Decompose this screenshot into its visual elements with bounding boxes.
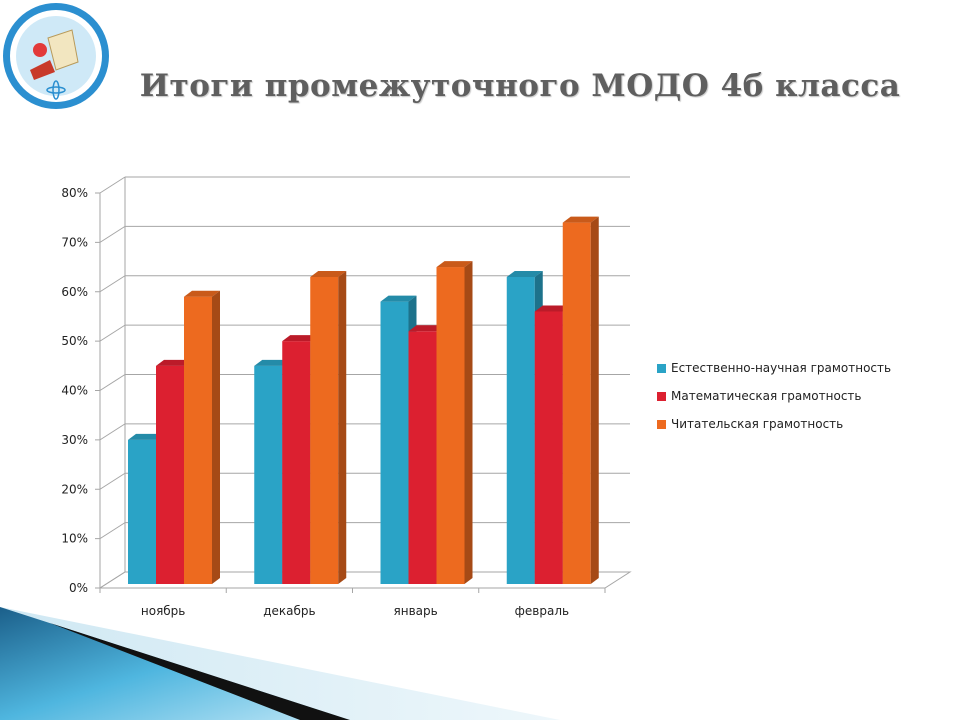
- legend-item-science: Естественно-научная грамотность: [657, 354, 891, 382]
- y-tick-label: 30%: [61, 433, 88, 447]
- bar-top: [184, 290, 220, 297]
- y-tick-label: 80%: [61, 186, 88, 200]
- bar-front: [310, 276, 339, 584]
- bar-front: [184, 296, 212, 584]
- chart-legend: Естественно-научная грамотность Математи…: [657, 354, 891, 438]
- bar: [562, 216, 599, 584]
- y-tick-label: 70%: [61, 235, 88, 249]
- gridline-side: [99, 176, 126, 194]
- y-tick-label: 10%: [61, 532, 88, 546]
- bar-top: [436, 261, 473, 268]
- bar-front: [282, 341, 311, 584]
- gridline-side: [99, 472, 126, 490]
- bar-front: [408, 331, 437, 584]
- gridline-side: [99, 423, 126, 441]
- bar-front: [156, 365, 184, 584]
- bar-side: [464, 261, 473, 584]
- y-tick-label: 20%: [61, 482, 88, 496]
- bar-top: [128, 433, 164, 440]
- bar-top: [562, 216, 599, 223]
- bar-side: [590, 216, 599, 584]
- bar-top: [534, 305, 571, 312]
- y-tick-label: 0%: [69, 581, 88, 595]
- gridline-side: [99, 324, 126, 342]
- y-tick-label: 60%: [61, 285, 88, 299]
- x-tick-label: январь: [394, 604, 438, 618]
- gridline-side: [99, 522, 126, 540]
- legend-label-math: Математическая грамотность: [671, 389, 862, 403]
- bar-front: [436, 267, 465, 584]
- bar-front: [506, 276, 535, 584]
- bar-top: [156, 359, 192, 366]
- bar-front: [254, 365, 283, 584]
- legend-swatch-math: [657, 391, 666, 401]
- bar-side: [338, 270, 347, 584]
- school-emblem-icon: [3, 3, 109, 109]
- bar: [254, 359, 291, 584]
- y-tick-label: 50%: [61, 334, 88, 348]
- bar-top: [254, 359, 291, 366]
- x-tick-label: февраль: [515, 604, 569, 618]
- bar: [436, 261, 473, 584]
- chart-bars: [128, 216, 599, 584]
- bar-top: [310, 270, 347, 277]
- y-tick-label: 40%: [61, 384, 88, 398]
- legend-swatch-science: [657, 363, 666, 373]
- bar: [184, 290, 220, 584]
- chart-tick-labels: 0% 10% 20% 30% 40% 50% 60% 70% 80% ноябрь декабрь я…: [61, 186, 569, 618]
- x-tick-label: ноябрь: [141, 604, 186, 618]
- bar-top: [408, 325, 445, 332]
- slide-title: Итоги промежуточного МОДО 4б класса: [139, 68, 901, 104]
- bar-front: [562, 222, 591, 584]
- gridline-side: [99, 374, 126, 391]
- legend-item-math: Математическая грамотность: [657, 382, 891, 410]
- chart-floor: [98, 571, 632, 589]
- gridline-side: [99, 225, 126, 243]
- bar-front: [380, 301, 409, 584]
- bar-front: [534, 311, 563, 584]
- bar: [310, 270, 347, 584]
- legend-label-science: Естественно-научная грамотность: [671, 361, 892, 375]
- x-tick-label: декабрь: [263, 604, 315, 618]
- gridline-side: [99, 275, 126, 293]
- legend-label-reading: Читательская грамотность: [671, 417, 844, 431]
- bar-top: [506, 270, 543, 277]
- bar-top: [380, 295, 417, 302]
- bar-front: [128, 439, 156, 584]
- bar-side: [212, 290, 220, 584]
- legend-swatch-reading: [657, 419, 666, 429]
- legend-item-reading: Читательская грамотность: [657, 410, 891, 438]
- bar-top: [282, 335, 319, 342]
